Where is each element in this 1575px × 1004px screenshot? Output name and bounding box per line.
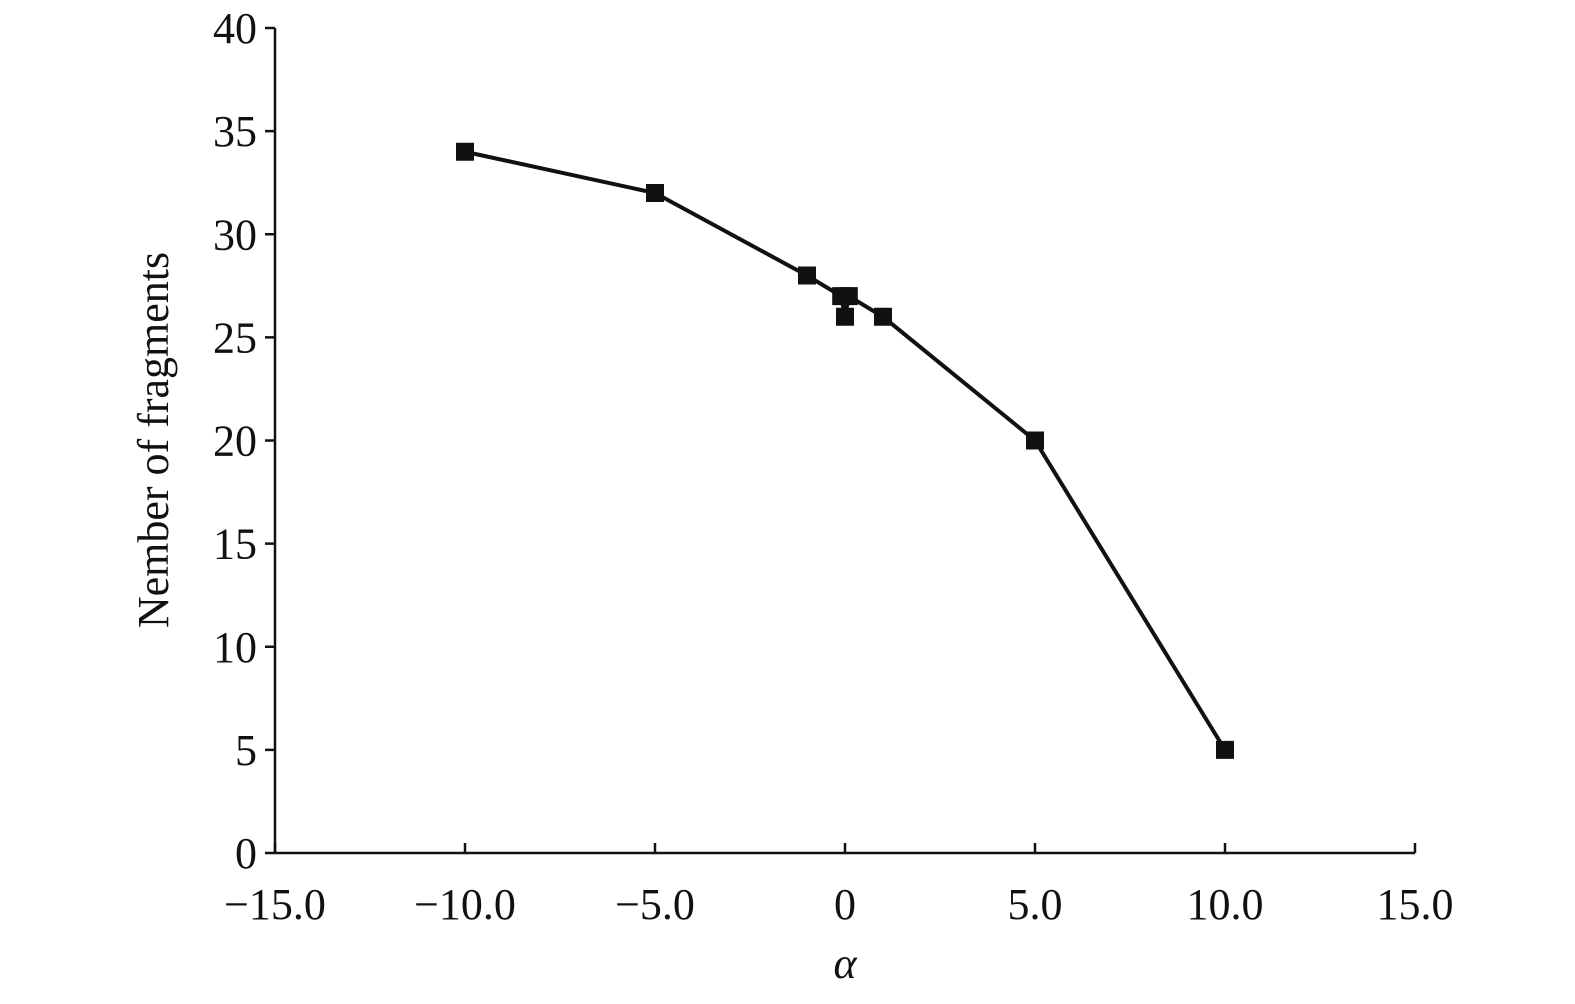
x-tick-label: −5.0 — [615, 880, 695, 929]
marker — [839, 287, 858, 306]
y-tick-label: 25 — [213, 313, 257, 362]
y-tick-label: 40 — [213, 4, 257, 53]
marker — [836, 307, 854, 326]
x-tick-label: 15.0 — [1377, 880, 1454, 929]
y-tick-label: 5 — [235, 726, 257, 775]
x-axis-label: α — [833, 939, 857, 988]
marker — [1216, 740, 1234, 759]
x-tick-label: 0 — [834, 880, 856, 929]
y-tick-label: 10 — [213, 623, 257, 672]
x-tick-label: −15.0 — [224, 880, 326, 929]
y-tick-label: 0 — [235, 829, 257, 878]
y-tick-label: 15 — [213, 520, 257, 569]
y-tick-label: 30 — [213, 210, 257, 259]
y-tick-label: 20 — [213, 417, 257, 466]
y-tick-label: 35 — [213, 107, 257, 156]
marker — [874, 307, 892, 326]
marker — [798, 266, 816, 285]
line — [464, 149, 1227, 751]
marker — [646, 184, 664, 202]
marker — [456, 142, 474, 161]
marker — [1026, 431, 1044, 450]
x-tick-label: −10.0 — [414, 880, 516, 929]
y-axis-label: Nember of fragments — [129, 252, 178, 628]
x-tick-label: 10.0 — [1187, 880, 1264, 929]
x-tick-label: 5.0 — [1008, 880, 1063, 929]
